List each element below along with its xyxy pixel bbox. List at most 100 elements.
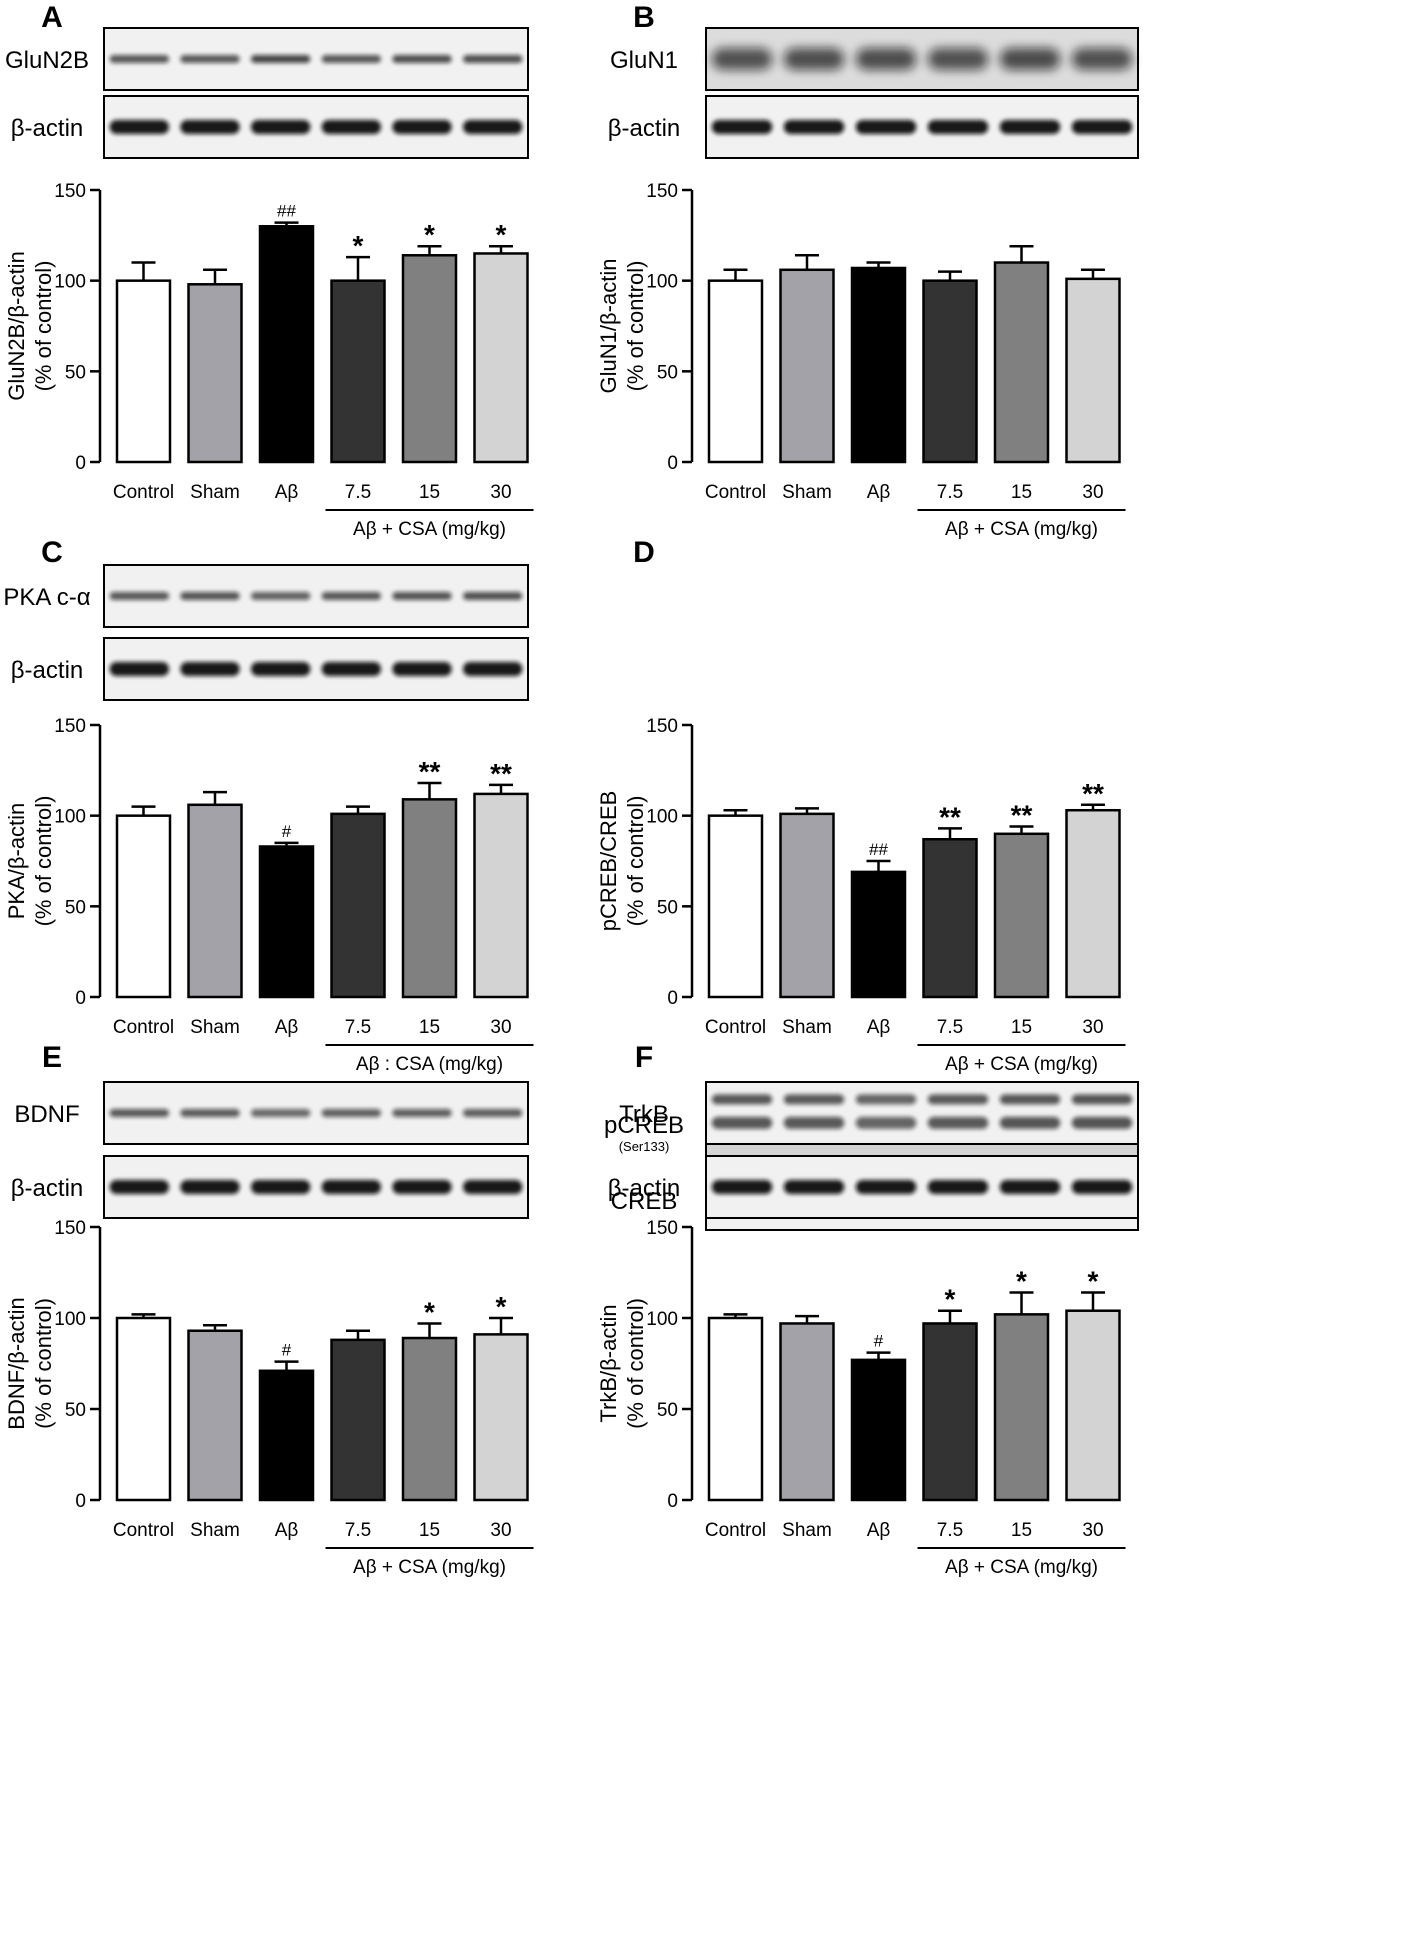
- x-tick-label: 30: [490, 1017, 511, 1038]
- blot-band: [783, 120, 845, 134]
- blot-band: [927, 1180, 989, 1194]
- y-axis-label-group: GluN1/β-actin (% of control): [596, 259, 648, 394]
- blot-band: [783, 48, 845, 70]
- blot-band: [999, 1116, 1061, 1129]
- y-tick-label: 100: [54, 272, 86, 293]
- blot-band: [462, 55, 523, 63]
- bar-4: [401, 798, 458, 999]
- blot-band: [1071, 1094, 1133, 1105]
- y-tick-label: 100: [646, 1309, 678, 1330]
- x-tick-label: 7.5: [345, 1520, 371, 1541]
- blot-band: [462, 1109, 523, 1117]
- blot-strip-1: β-actin: [608, 1155, 1139, 1219]
- bar-5: [473, 252, 529, 464]
- group-label: Aβ + CSA (mg/kg): [945, 1054, 1098, 1075]
- y-axis-label: GluN1/β-actin: [596, 259, 621, 394]
- blot-band: [927, 120, 989, 134]
- blot-band: [392, 55, 452, 63]
- significance-mark: **: [419, 756, 441, 787]
- blot-band: [855, 120, 917, 134]
- blot-frame: [705, 1155, 1139, 1219]
- blot-band: [321, 1109, 382, 1117]
- group-label: Aβ + CSA (mg/kg): [945, 1557, 1098, 1578]
- blot-band: [109, 592, 170, 600]
- bar-0: [707, 1316, 764, 1502]
- bars: Control Sham ## Aβ * 7.5 * 15 * 30: [113, 202, 529, 503]
- blot-strip-1: β-actin: [11, 637, 529, 701]
- blot-frame: [103, 95, 529, 159]
- blot-strip-0: GluN1: [610, 27, 1139, 91]
- x-tick-label: 15: [1011, 1520, 1032, 1541]
- blot-label: CREB: [611, 1188, 678, 1215]
- panel-e: E BDNF β-actin 0 50 100 150 BDNF/β-actin (% of c…: [4, 1041, 534, 1578]
- panel-f: F TrkB β-actin 0 50 100 150 TrkB/β-actin (% of c…: [596, 1041, 1139, 1578]
- y-tick-label: 0: [75, 1491, 86, 1512]
- y-axis-label: BDNF/β-actin: [4, 1297, 29, 1429]
- x-tick-label: Control: [705, 1017, 766, 1038]
- significance-mark: #: [874, 1332, 884, 1351]
- blot-band: [855, 1116, 917, 1129]
- bar-0: [115, 1316, 172, 1502]
- blot-band: [180, 120, 240, 134]
- blot-band: [250, 662, 311, 676]
- significance-mark: ##: [869, 840, 888, 859]
- blot-band: [250, 120, 311, 134]
- y-tick-label: 0: [667, 453, 678, 474]
- x-tick-label: Aβ: [867, 1520, 891, 1541]
- significance-mark: ##: [277, 202, 296, 221]
- blot-band: [711, 1116, 773, 1129]
- blot-strip-0: TrkB: [619, 1081, 1139, 1145]
- y-axis-label: TrkB/β-actin: [596, 1304, 621, 1422]
- bar-4: [993, 832, 1050, 999]
- y-tick-label: 0: [75, 988, 86, 1009]
- bar-4: [993, 1313, 1050, 1502]
- bar-1: [779, 268, 835, 464]
- group-label: Aβ + CSA (mg/kg): [353, 519, 506, 540]
- y-tick-label: 50: [657, 1400, 678, 1421]
- panel-label: D: [633, 536, 655, 569]
- significance-mark: *: [496, 1291, 507, 1322]
- bar-1: [187, 803, 243, 999]
- bar-2: [258, 1369, 315, 1502]
- blot-band: [1071, 1116, 1133, 1129]
- group-label: Aβ + CSA (mg/kg): [945, 519, 1098, 540]
- y-tick-label: 150: [646, 716, 678, 737]
- y-axis-label-group: GluN2B/β-actin (% of control): [4, 251, 56, 401]
- y-tick-label: 150: [646, 181, 678, 202]
- blot-label: β-actin: [11, 1175, 84, 1202]
- bar-1: [779, 1322, 835, 1502]
- x-tick-label: 30: [1082, 482, 1103, 503]
- blot-band: [1071, 48, 1133, 70]
- bar-5: [1065, 277, 1121, 464]
- y-tick-label: 100: [54, 1309, 86, 1330]
- blot-frame: [103, 637, 529, 701]
- blot-band: [321, 55, 382, 63]
- blot-band: [109, 1109, 170, 1117]
- significance-mark: #: [282, 822, 292, 841]
- x-tick-label: 30: [1082, 1520, 1103, 1541]
- x-tick-label: Aβ: [275, 1017, 299, 1038]
- blot-band: [250, 55, 311, 63]
- blot-frame: [103, 1155, 529, 1219]
- significance-mark: *: [496, 219, 507, 250]
- bar-0: [115, 279, 172, 464]
- significance-mark: #: [282, 1341, 292, 1360]
- bar-3: [922, 279, 978, 464]
- bar-1: [187, 1329, 243, 1502]
- blot-strip-1: β-actin: [11, 1155, 529, 1219]
- blot-band: [392, 662, 452, 676]
- x-tick-label: 7.5: [937, 482, 963, 503]
- x-tick-label: Sham: [190, 482, 240, 503]
- blot-band: [321, 1180, 382, 1194]
- bar-0: [707, 279, 764, 464]
- y-axis-unit: (% of control): [623, 261, 648, 392]
- y-axis-label: GluN2B/β-actin: [4, 251, 29, 401]
- blot-band: [927, 48, 989, 70]
- x-tick-label: Sham: [782, 482, 832, 503]
- bar-3: [330, 812, 386, 999]
- bars: Control Sham ## Aβ ** 7.5 ** 15 ** 30: [705, 778, 1121, 1038]
- x-tick-label: Sham: [782, 1017, 832, 1038]
- y-axis-unit: (% of control): [31, 261, 56, 392]
- blot-band: [711, 120, 773, 134]
- blot-band: [321, 120, 382, 134]
